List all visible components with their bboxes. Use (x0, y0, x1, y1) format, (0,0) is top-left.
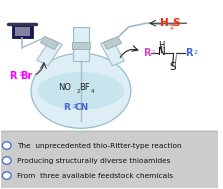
Polygon shape (40, 36, 59, 50)
Text: 2: 2 (76, 89, 80, 94)
Text: R: R (9, 70, 17, 81)
Text: 4: 4 (91, 89, 94, 94)
Bar (73, 27, 89, 61)
Polygon shape (103, 36, 122, 49)
Ellipse shape (31, 53, 131, 128)
Ellipse shape (37, 72, 124, 109)
Text: H: H (159, 41, 165, 50)
Bar (12, 24, 33, 38)
Text: NO: NO (58, 83, 71, 92)
FancyBboxPatch shape (0, 131, 220, 189)
Text: R: R (143, 48, 151, 58)
Text: 1: 1 (151, 50, 155, 55)
Text: R: R (64, 103, 70, 112)
Text: From  three available feedstock chemicals: From three available feedstock chemicals (17, 173, 173, 179)
Polygon shape (37, 39, 62, 66)
Text: 1: 1 (18, 72, 22, 77)
Text: CN: CN (74, 103, 89, 112)
Bar (15, 27, 30, 36)
Text: N: N (158, 47, 166, 57)
Text: The  unprecedented thio-Ritter-type reaction: The unprecedented thio-Ritter-type react… (17, 143, 182, 149)
Circle shape (2, 157, 11, 164)
Text: Br: Br (20, 71, 32, 81)
Polygon shape (101, 39, 124, 66)
Text: S: S (173, 18, 180, 28)
Circle shape (2, 142, 11, 149)
Text: 2: 2 (169, 24, 174, 30)
Circle shape (2, 172, 11, 179)
Text: 2: 2 (72, 104, 76, 109)
Text: Producing structurally diverse thioamides: Producing structurally diverse thioamide… (17, 158, 170, 163)
Bar (72, 42, 90, 50)
Text: H: H (160, 18, 169, 28)
Text: R: R (185, 48, 192, 58)
Text: 2: 2 (193, 50, 197, 55)
Text: BF: BF (79, 83, 90, 92)
Text: S: S (169, 62, 176, 72)
